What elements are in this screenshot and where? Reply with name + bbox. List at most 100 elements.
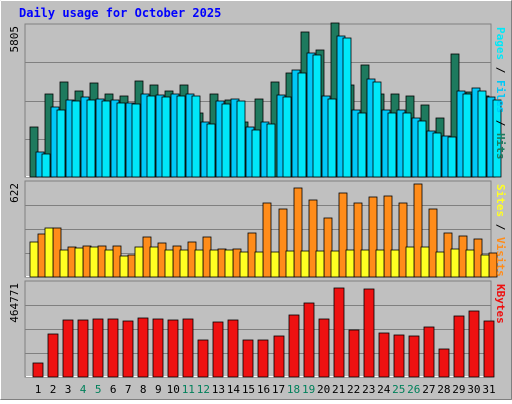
legend-kbytes: KBytes	[494, 284, 507, 324]
bar-sites-day-18	[285, 250, 295, 278]
legend-separator: /	[494, 217, 507, 237]
bar-kbytes-day-22	[348, 329, 360, 378]
bar-pages-day-26	[417, 120, 427, 178]
bar-kbytes-day-3	[62, 319, 74, 378]
bar-visits-day-16	[262, 202, 272, 278]
legend-kbytes: KBytes	[494, 284, 507, 324]
day-labels: 1 2 3 4 5 6 7 8 9 10 11 12 13 14 15 16 17 18 19 20 21 22 23 24 2…	[35, 383, 496, 396]
bar-kbytes-day-1	[32, 362, 44, 378]
bar-sites-day-2	[44, 227, 54, 278]
bar-pages-day-13	[221, 103, 231, 178]
day-label-13: 13	[212, 383, 225, 396]
ymax-label: 622	[8, 183, 21, 203]
bar-kbytes-day-2	[47, 333, 59, 378]
bar-kbytes-day-27	[423, 326, 435, 378]
bar-pages-day-10	[176, 95, 186, 178]
bar-kbytes-day-11	[182, 318, 194, 378]
day-label-18: 18	[287, 383, 300, 396]
bar-kbytes-day-8	[137, 317, 149, 378]
bar-sites-day-17	[270, 251, 280, 278]
bar-pages-day-14	[236, 100, 246, 178]
bar-pages-day-5	[101, 100, 111, 178]
bar-visits-day-22	[353, 202, 363, 278]
bar-visits-day-18	[293, 187, 303, 278]
bar-sites-day-6	[104, 249, 114, 278]
day-label-14: 14	[227, 383, 241, 396]
legend-hits-files-pages: Pages / Files / Hits	[494, 27, 507, 160]
day-label-11: 11	[182, 383, 195, 396]
bar-visits-day-20	[323, 217, 333, 278]
bar-sites-day-13	[209, 249, 219, 278]
bar-sites-day-3	[59, 249, 69, 278]
day-label-3: 3	[65, 383, 72, 396]
panel-hits-files-pages: 5805 Pages / Files / Hits	[8, 22, 507, 178]
day-label-9: 9	[155, 383, 162, 396]
ymax-label: 464771	[8, 283, 21, 323]
bar-kbytes-day-17	[273, 335, 285, 378]
day-label-4: 4	[80, 383, 87, 396]
bar-pages-day-15	[251, 129, 261, 178]
legend-visits: Visits	[494, 237, 507, 277]
bar-kbytes-day-20	[318, 318, 330, 378]
bar-pages-day-29	[462, 93, 472, 178]
bar-kbytes-day-15	[242, 339, 254, 378]
bar-sites-day-19	[300, 250, 310, 278]
bar-visits-day-25	[398, 202, 408, 278]
bar-sites-day-11	[179, 249, 189, 278]
bar-pages-day-7	[131, 103, 141, 178]
panel-visits-sites: 622 Sites / Visits	[8, 180, 507, 278]
bar-sites-day-21	[330, 250, 340, 278]
bar-kbytes-day-12	[197, 339, 209, 378]
day-label-28: 28	[437, 383, 450, 396]
bar-pages-day-12	[206, 123, 216, 178]
bar-kbytes-day-29	[453, 315, 465, 378]
bar-sites-day-25	[390, 249, 400, 278]
bar-sites-day-29	[450, 248, 460, 278]
day-label-22: 22	[347, 383, 360, 396]
day-label-31: 31	[482, 383, 495, 396]
bar-sites-day-26	[405, 246, 415, 278]
bar-sites-day-24	[375, 249, 385, 278]
bar-pages-day-6	[116, 102, 126, 178]
bar-sites-day-30	[465, 249, 475, 278]
bar-sites-day-28	[435, 251, 445, 278]
bar-pages-day-17	[282, 96, 292, 178]
panel-kbytes: 464771 KBytes	[8, 280, 507, 378]
day-label-30: 30	[467, 383, 480, 396]
bar-sites-day-5	[89, 246, 99, 278]
bar-kbytes-day-25	[393, 334, 405, 378]
legend-separator: /	[494, 113, 507, 133]
day-label-8: 8	[140, 383, 147, 396]
bar-kbytes-day-19	[303, 302, 315, 378]
bar-kbytes-day-7	[122, 320, 134, 378]
bar-pages-day-30	[477, 90, 487, 178]
bar-sites-day-1	[29, 241, 39, 278]
day-label-5: 5	[95, 383, 102, 396]
bar-pages-day-24	[387, 112, 397, 178]
bar-pages-day-2	[56, 109, 66, 178]
bar-visits-day-17	[278, 208, 288, 278]
day-label-19: 19	[302, 383, 315, 396]
bar-kbytes-day-23	[363, 288, 375, 378]
bar-sites-day-7	[119, 255, 129, 278]
day-label-29: 29	[452, 383, 465, 396]
bar-sites-day-16	[254, 251, 264, 278]
bar-kbytes-day-10	[167, 319, 179, 378]
legend-pages: Pages	[494, 27, 507, 60]
bar-sites-day-27	[420, 246, 430, 278]
bar-kbytes-day-28	[438, 348, 450, 378]
bar-sites-day-31	[480, 254, 490, 278]
bar-sites-day-9	[149, 246, 159, 278]
day-label-25: 25	[392, 383, 405, 396]
bar-pages-day-11	[191, 95, 201, 178]
bar-pages-day-9	[161, 96, 171, 178]
day-label-20: 20	[317, 383, 330, 396]
bar-pages-day-16	[266, 123, 276, 178]
bar-pages-day-1	[41, 153, 51, 178]
legend-files: Files	[494, 80, 507, 113]
legend-visits-sites: Sites / Visits	[494, 184, 507, 277]
bar-pages-day-19	[312, 54, 322, 178]
bar-sites-day-8	[134, 246, 144, 278]
